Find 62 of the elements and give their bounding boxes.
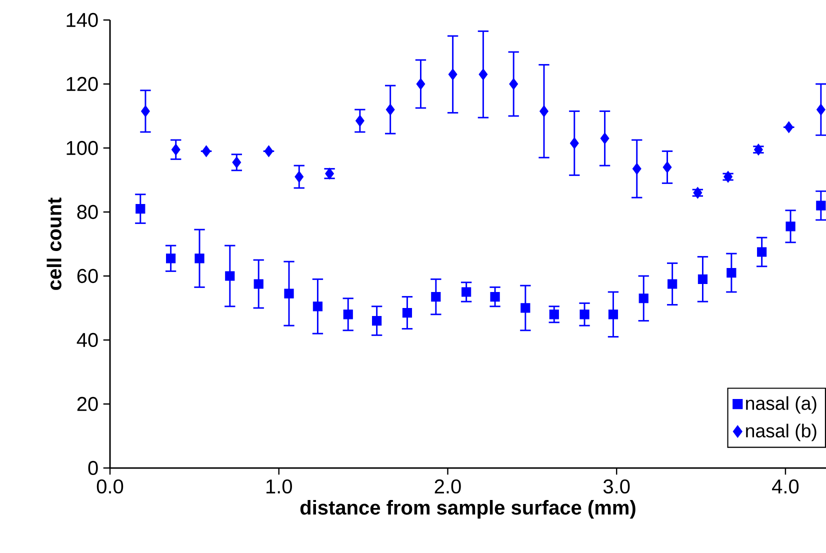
x-tick-label: 1.0: [266, 479, 292, 494]
x-tick-label: 0.0: [96, 479, 124, 494]
point: [549, 310, 559, 320]
point: [662, 161, 672, 174]
point: [284, 288, 294, 298]
point: [490, 292, 500, 302]
point: [580, 310, 590, 320]
point: [254, 279, 264, 289]
point: [540, 105, 548, 118]
point: [632, 162, 642, 175]
y-tick-label: 100: [66, 140, 98, 156]
point: [140, 105, 150, 118]
y-tick-label: 40: [76, 332, 98, 348]
point: [372, 316, 382, 326]
point: [600, 132, 610, 144]
point: [638, 294, 648, 304]
legend-label: nasal (b): [746, 424, 816, 442]
point: [757, 247, 767, 257]
point: [509, 78, 518, 90]
y-tick-label: 0: [88, 460, 98, 476]
x-axis-title: distance from sample surface (mm): [300, 500, 636, 519]
point: [264, 145, 274, 158]
point: [462, 287, 472, 297]
point: [816, 200, 826, 210]
point: [448, 68, 458, 80]
point: [608, 310, 618, 320]
y-tick-label: 80: [77, 204, 98, 220]
point: [786, 222, 796, 232]
point: [478, 68, 488, 80]
point: [520, 303, 530, 313]
point: [294, 170, 304, 183]
y-axis-title: cell count: [46, 198, 62, 290]
x-tick-label: 3.0: [603, 479, 630, 494]
point: [194, 254, 204, 264]
point: [754, 144, 763, 156]
point: [171, 144, 180, 156]
point: [668, 279, 678, 289]
point: [343, 310, 353, 320]
point: [202, 145, 211, 158]
point: [726, 268, 736, 278]
point: [431, 292, 441, 302]
point: [386, 104, 395, 116]
y-tick-label: 140: [66, 12, 98, 28]
point: [232, 156, 242, 168]
point: [416, 78, 426, 90]
x-tick-label: 2.0: [434, 479, 461, 494]
point: [698, 274, 708, 284]
y-tick-label: 20: [77, 396, 98, 412]
point: [570, 137, 579, 150]
x-tick-label: 4.0: [772, 479, 799, 494]
point: [136, 204, 146, 214]
point: [312, 302, 323, 312]
point: [225, 271, 235, 281]
point: [355, 114, 364, 127]
point: [402, 308, 412, 318]
point: [724, 170, 733, 183]
point: [693, 186, 702, 199]
y-tick-label: 120: [66, 76, 98, 92]
y-tick-label: 60: [77, 268, 98, 284]
point: [166, 254, 176, 264]
point: [784, 121, 794, 134]
legend-label: nasal (a): [746, 396, 816, 414]
